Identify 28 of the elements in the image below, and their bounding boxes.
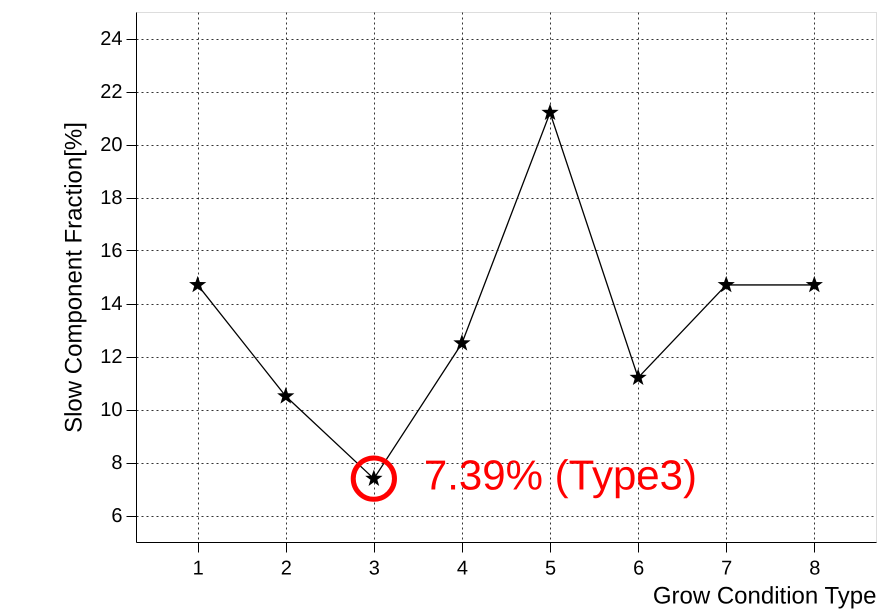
y-tick-label: 14 (100, 293, 122, 315)
x-axis-title: Grow Condition Type (652, 582, 876, 610)
y-tick-label: 6 (111, 505, 122, 527)
x-tick-label: 5 (544, 558, 556, 580)
annotation: 7.39% (Type3) (424, 452, 698, 499)
point (630, 368, 647, 386)
x-tick-label: 3 (368, 558, 380, 580)
x-tick-label: 2 (280, 558, 292, 580)
y-tick-label: 20 (100, 134, 122, 156)
y-tick-label: 16 (100, 240, 122, 262)
point (277, 387, 294, 404)
point (453, 334, 471, 351)
y-tick-label: 18 (100, 187, 122, 209)
y-tick-label: 8 (111, 452, 122, 474)
x-tick-label: 8 (809, 558, 820, 580)
x-tick-label: 1 (192, 558, 204, 580)
y-tick-label: 22 (100, 81, 122, 103)
y-axis-title: Slow Component Fraction[%] (60, 122, 88, 433)
y-tick-label: 24 (100, 28, 122, 50)
point (189, 276, 206, 292)
x-tick-label: 6 (633, 558, 644, 580)
point (541, 104, 559, 120)
x-tick-label: 7 (721, 558, 732, 580)
y-tick-label: 10 (100, 399, 122, 421)
point (718, 276, 735, 292)
point (806, 276, 823, 292)
y-tick-label: 12 (100, 346, 122, 368)
x-tick-label: 4 (456, 558, 468, 580)
